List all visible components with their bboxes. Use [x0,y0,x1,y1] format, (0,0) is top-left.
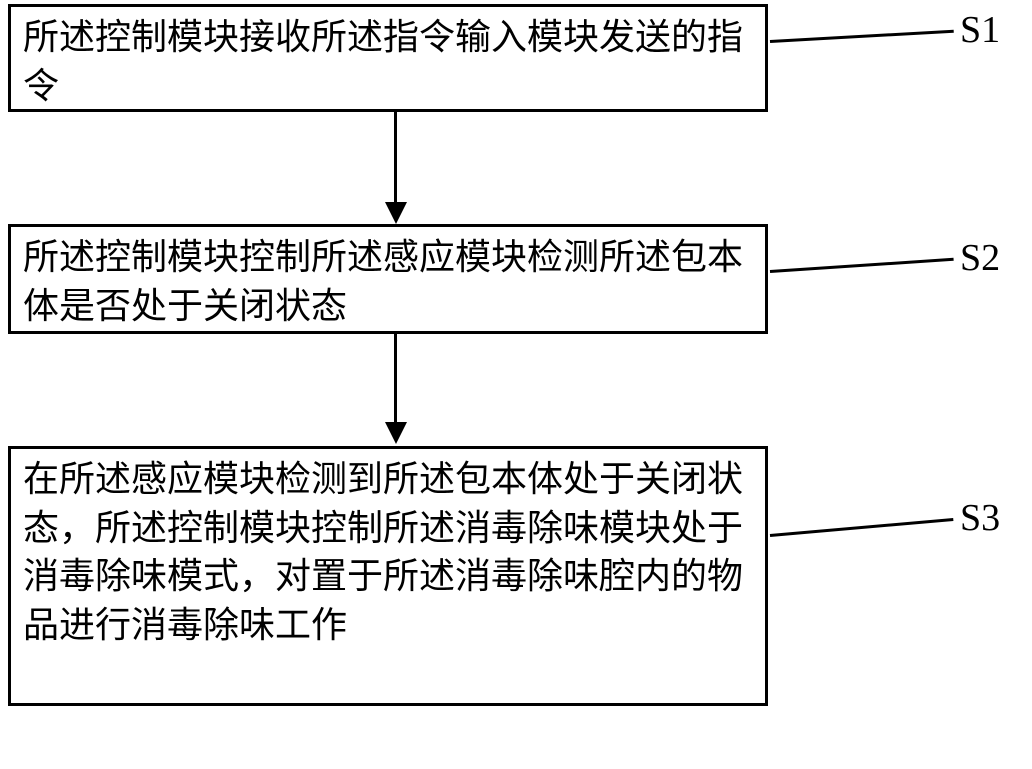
arrow-s1-s2-head [385,202,407,224]
step-label-s3: S3 [960,496,1000,540]
flow-step-s3-text: 在所述感应模块检测到所述包本体处于关闭状态，所述控制模块控制所述消毒除味模块处于… [23,459,743,645]
label-line-s1 [770,30,954,43]
label-line-s3 [770,518,954,537]
step-label-s2-text: S2 [960,237,1000,279]
flow-step-s1-text: 所述控制模块接收所述指令输入模块发送的指令 [23,17,743,106]
flow-step-s2-text: 所述控制模块控制所述感应模块检测所述包本体是否处于关闭状态 [23,237,743,326]
flow-step-s1: 所述控制模块接收所述指令输入模块发送的指令 [8,4,768,112]
label-line-s2 [770,258,954,273]
step-label-s3-text: S3 [960,497,1000,539]
step-label-s1: S1 [960,8,1000,52]
arrow-s2-s3-head [385,422,407,444]
step-label-s1-text: S1 [960,9,1000,51]
flow-step-s2: 所述控制模块控制所述感应模块检测所述包本体是否处于关闭状态 [8,224,768,334]
step-label-s2: S2 [960,236,1000,280]
arrow-s2-s3-line [394,334,397,424]
flow-step-s3: 在所述感应模块检测到所述包本体处于关闭状态，所述控制模块控制所述消毒除味模块处于… [8,446,768,706]
arrow-s1-s2-line [394,112,397,204]
